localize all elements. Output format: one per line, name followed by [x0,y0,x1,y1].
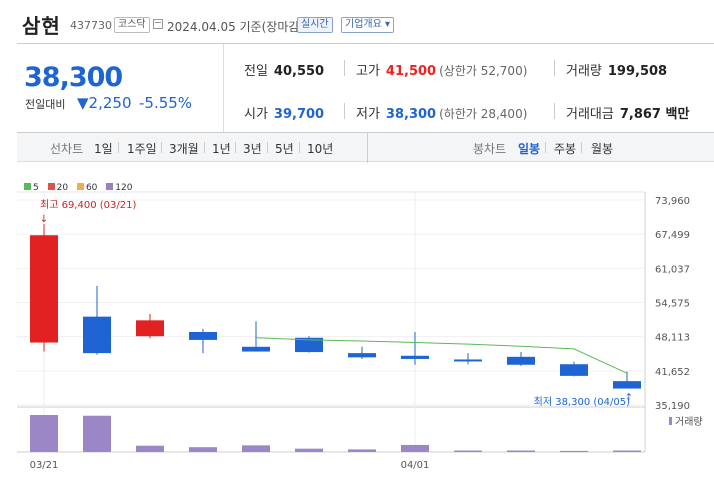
period-5y[interactable]: 5년 [275,142,294,156]
candle-body [83,316,111,354]
candle-body [295,337,323,353]
company-info-dropdown[interactable]: 기업개요 ▾ [341,17,395,33]
volume-bar [507,450,535,452]
down-arrow-icon: ↓ [40,214,48,225]
stat-open: 시가 39,700 [244,107,325,122]
legend-ma20: 20 [47,183,68,193]
divider [344,103,345,119]
change-amount: 2,250 [88,94,132,112]
candle-body [242,346,270,352]
stock-name: 삼현 [22,14,61,38]
candle-body [613,381,641,389]
candle-chart-label[interactable]: 봉차트 [473,142,507,156]
line-chart-label[interactable]: 선차트 [50,142,84,156]
volume-bar [295,448,323,452]
candle-body [560,364,588,376]
period-10y[interactable]: 10년 [307,142,334,156]
volume-bar [348,449,376,452]
stat-high: 고가 41,500 (상한가 52,700) [356,64,528,79]
period-1y[interactable]: 1년 [212,142,231,156]
stock-header: 삼현 437730 코스닥 2024.04.05 기준(장마감) 실시간 기업개… [0,0,714,44]
candle-body [189,331,217,340]
x-tick-label: 04/01 [401,460,430,471]
volume-bar [560,450,588,452]
volume-bar [83,415,111,452]
change-value: ▼2,250 [77,94,132,112]
y-tick-label: 67,499 [655,230,690,241]
candle-body [136,320,164,337]
legend-ma120: 120 [106,183,132,193]
volume-bar [136,445,164,452]
up-arrow-icon: ↑ [625,393,633,404]
max-annotation: 최고 69,400 (03/21) [40,199,136,211]
stat-amount: 거래대금 7,867 백만 [566,107,690,122]
stat-volume: 거래량 199,508 [566,64,668,79]
period-3m[interactable]: 3개월 [169,142,199,156]
legend-ma5: 5 [24,183,39,193]
candle-body [30,235,58,343]
price-box: 38,300 전일대비 ▼2,250 -5.55% [17,44,224,138]
ma5-line [255,337,628,374]
period-1d[interactable]: 1일 [94,142,113,156]
candle-body [401,355,429,359]
company-info-label: 기업개요 [345,19,382,30]
legend-ma60: 60 [76,183,97,193]
price-stats: 전일 40,550 고가 41,500 (상한가 52,700) 거래량 199,508… [224,44,714,138]
change-label: 전일대비 [25,98,66,111]
candle-weekly[interactable]: 주봉 [554,142,577,156]
realtime-button[interactable]: 실시간 [297,17,333,33]
volume-bar [613,450,641,452]
y-tick-label: 54,575 [655,299,690,310]
candle-body [454,359,482,362]
ma-legend: 5 20 60 120 [24,183,138,193]
candle-daily[interactable]: 일봉 [518,142,541,156]
stock-code: 437730 [70,19,112,32]
y-tick-label: 61,037 [655,264,690,275]
stat-prev: 전일 40,550 [244,64,325,79]
volume-bar [189,447,217,452]
current-price: 38,300 [24,62,123,93]
period-3y[interactable]: 3년 [243,142,262,156]
candle-body [507,356,535,365]
stat-low: 저가 38,300 (하한가 28,400) [356,107,528,122]
chevron-down-icon: ▾ [381,19,391,30]
y-tick-label: 41,652 [655,367,690,378]
period-1w[interactable]: 1주일 [127,142,157,156]
calendar-icon [153,19,163,29]
x-tick-label: 03/21 [30,460,59,471]
min-annotation: 최저 38,300 (04/05) [534,396,630,408]
change-percent: -5.55% [139,94,193,112]
chart-toolbar: 선차트 1일 1주일 3개월 1년 3년 5년 10년 봉차트 일봉 주봉 월봉 [17,132,714,163]
candle-monthly[interactable]: 월봉 [591,142,614,156]
volume-legend-label: 거래량 [675,416,703,428]
divider [554,60,555,76]
y-tick-label: 73,960 [655,196,690,207]
down-triangle-icon: ▼ [77,94,89,112]
market-badge: 코스닥 [114,17,150,33]
candle-body [348,353,376,358]
y-tick-label: 35,190 [655,401,690,412]
base-date: 2024.04.05 기준(장마감) [167,20,305,34]
volume-bar [242,445,270,452]
divider [344,60,345,76]
volume-legend-swatch [669,417,672,425]
y-tick-label: 48,113 [655,333,690,344]
divider [554,103,555,119]
divider [17,43,714,44]
volume-bar [30,415,58,452]
volume-bar [401,444,429,452]
volume-bar [454,450,482,452]
